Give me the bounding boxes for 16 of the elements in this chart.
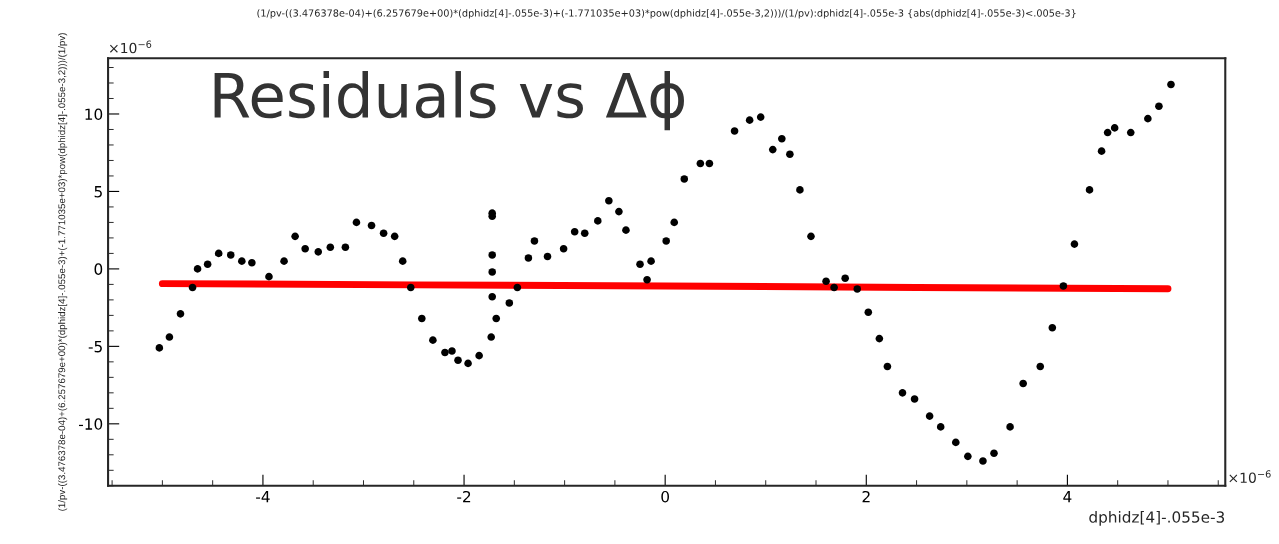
y-tick-label: -10	[79, 418, 103, 430]
chart-title: (1/pv-((3.476378e-04)+(6.257679e+00)*(dphidz[4]-.055e-3)+(-1.771035e+03)*pow(dphidz[4]-.055e-3,2)))/(1/pv):dphidz[4]-.055e-3 {abs(dphidz[4]-.055e-3)<.005e-3}	[257, 9, 1076, 19]
y-tick-label: 5	[94, 186, 102, 198]
text: ×10$^{−6}$	[109, 40, 152, 54]
x-tick-label: 0	[661, 490, 670, 503]
annotation: Residuals vs Δϕ	[214, 71, 684, 131]
text: ×10$^{−6}$	[1229, 470, 1271, 483]
y-tick-label: 10	[85, 108, 103, 120]
x-tick-label: 4	[1063, 491, 1072, 503]
x-tick-label: -2	[457, 490, 471, 503]
x-tick-label: -4	[256, 491, 270, 503]
y-tick-label: 0	[94, 263, 103, 275]
y-tick-label: -5	[88, 341, 102, 353]
y-axis-title: (1/pv-((3.476378e-04)+(6.257679e+00)*(dphidz[4]-.055e-3)+(-1.771035e+03)*pow(dphidz[4]-.055e-3,2)))/(1/pv)	[58, 33, 68, 511]
x-tick-label: 2	[862, 490, 870, 503]
x-axis-title: dphidz[4]-.055e-3	[1089, 510, 1225, 526]
